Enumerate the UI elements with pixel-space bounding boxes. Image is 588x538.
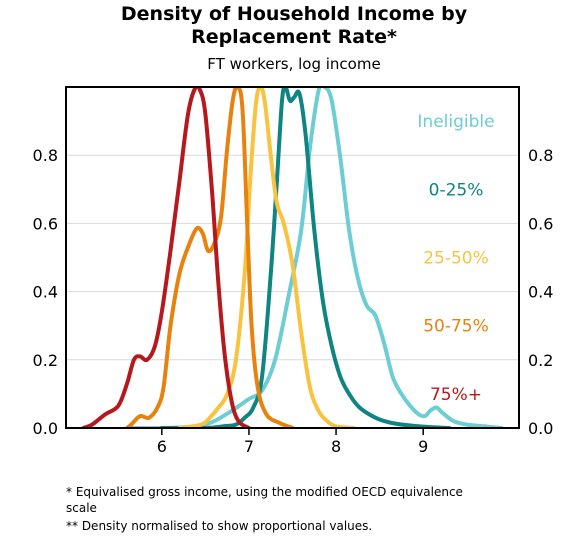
series-label: Ineligible [417,112,494,132]
series-label: 75%+ [430,385,482,405]
chart-subtitle: FT workers, log income [207,55,381,73]
series-line-25-50% [177,87,356,428]
y-tick-label-left: 0.8 [33,146,58,165]
x-tick-label: 7 [244,437,254,456]
gridlines [66,154,519,361]
series-label: 50-75% [423,317,489,337]
y-tick-label-left: 0.6 [33,214,58,233]
y-tick-label-left: 0.4 [33,283,58,302]
y-tick-label-right: 0.0 [528,419,553,438]
footnote-income: * Equivalised gross income, using the mo… [66,485,463,515]
x-tick-label: 8 [331,437,341,456]
x-tick-label: 9 [418,437,428,456]
y-tick-label-left: 0.2 [33,351,58,370]
y-tick-label-right: 0.6 [528,214,553,233]
series-label: 25-50% [423,249,489,269]
footnote-density: ** Density normalised to show proportion… [66,519,373,533]
series-line-75%+ [81,87,251,428]
chart-title-line2: Replacement Rate* [191,26,397,48]
series-lines [81,87,504,428]
plot-frame [65,86,520,429]
y-tick-label-right: 0.8 [528,146,553,165]
y-tick-label-right: 0.4 [528,283,553,302]
series-line-0-25% [159,87,452,428]
axis-labels: 0.0 0.0 0.2 0.2 0.4 0.4 0.6 0.6 0.8 0.8 6 7 8 9 [33,146,554,456]
x-tick-label: 6 [157,437,167,456]
series-line-Ineligible [125,87,504,428]
y-tick-label-left: 0.0 [33,419,58,438]
y-tick-label-right: 0.2 [528,351,553,370]
chart-title-line1: Density of Household Income by [120,3,468,25]
series-labels: Ineligible 0-25% 25-50% 50-75% 75%+ [417,112,494,405]
series-label: 0-25% [429,180,484,200]
